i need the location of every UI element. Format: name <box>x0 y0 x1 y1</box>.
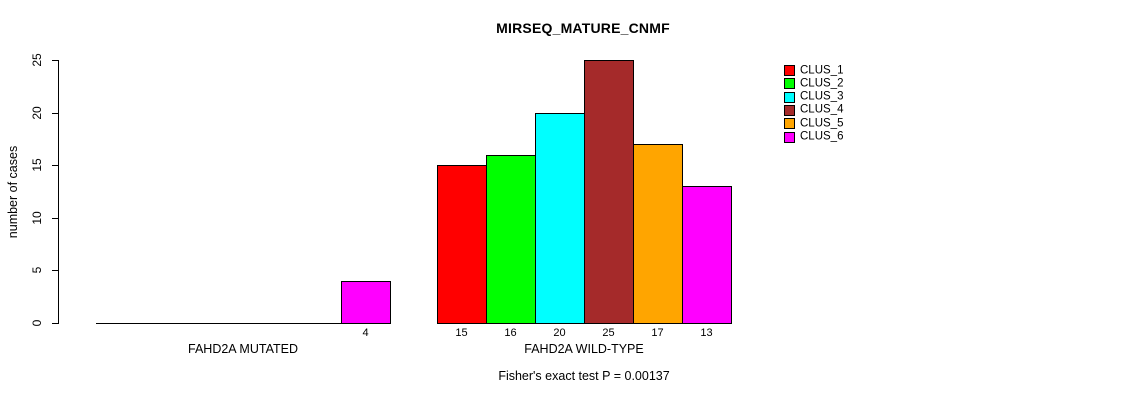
y-tick <box>52 323 58 324</box>
chart-title: MIRSEQ_MATURE_CNMF <box>496 20 670 36</box>
x-group-label-mutated: FAHD2A MUTATED <box>188 342 298 356</box>
bar-value-label: 16 <box>504 327 517 339</box>
y-tick <box>52 218 58 219</box>
y-tick <box>52 270 58 271</box>
y-tick <box>52 165 58 166</box>
legend-label-CLUS_2: CLUS_2 <box>800 77 844 90</box>
legend-swatch-CLUS_2 <box>784 78 795 90</box>
bar-value-label: 15 <box>455 327 468 339</box>
bar-value-label: 4 <box>362 327 369 339</box>
bar-CLUS_5 <box>633 144 683 324</box>
y-tick-label: 20 <box>30 106 44 120</box>
x-group-label-wildtype: FAHD2A WILD-TYPE <box>524 342 644 356</box>
legend-label-CLUS_4: CLUS_4 <box>800 103 844 116</box>
bar-CLUS_6 <box>341 281 391 324</box>
legend: CLUS_1 CLUS_2 CLUS_3 CLUS_4 CLUS_5 CLUS_6 <box>784 63 874 150</box>
bar-value-label: 13 <box>700 327 713 339</box>
bar-value-label: 25 <box>602 327 615 339</box>
legend-label-CLUS_3: CLUS_3 <box>800 90 844 103</box>
y-tick-label: 5 <box>30 266 44 274</box>
bar-CLUS_2 <box>486 155 536 324</box>
y-tick-label: 15 <box>30 158 44 172</box>
bar-CLUS_1 <box>437 165 487 324</box>
bar-CLUS_4 <box>584 60 634 324</box>
y-tick-label: 25 <box>30 53 44 67</box>
legend-label-CLUS_5: CLUS_5 <box>800 116 844 129</box>
zero-baseline <box>96 323 391 324</box>
y-tick-label: 0 <box>30 319 44 327</box>
fisher-test-annotation: Fisher's exact test P = 0.00137 <box>498 369 670 383</box>
bar-value-label: 20 <box>553 327 566 339</box>
bar-CLUS_3 <box>535 113 585 324</box>
y-tick-label: 10 <box>30 211 44 225</box>
bar-CLUS_6 <box>682 186 732 324</box>
y-axis-line <box>58 60 59 324</box>
legend-label-CLUS_1: CLUS_1 <box>800 63 844 76</box>
legend-swatch-CLUS_5 <box>784 118 795 130</box>
legend-label-CLUS_6: CLUS_6 <box>800 130 844 143</box>
legend-swatch-CLUS_4 <box>784 104 795 116</box>
legend-swatch-CLUS_1 <box>784 65 795 76</box>
y-tick <box>52 113 58 114</box>
bar-value-label: 17 <box>651 327 664 339</box>
legend-swatch-CLUS_3 <box>784 91 795 103</box>
y-tick <box>52 60 58 61</box>
legend-swatch-CLUS_6 <box>784 131 795 143</box>
